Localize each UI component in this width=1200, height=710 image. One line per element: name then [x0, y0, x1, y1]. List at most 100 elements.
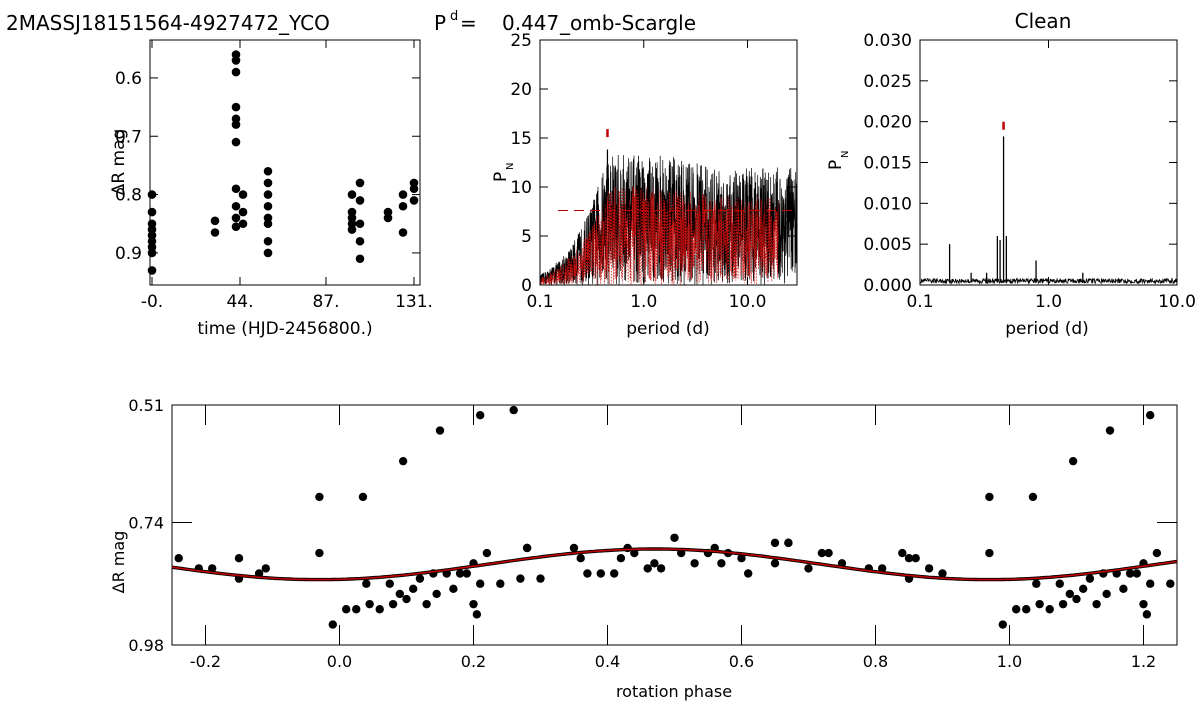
lightcurve-frame [149, 39, 421, 286]
phased-point [1032, 579, 1041, 588]
phased-point [1139, 599, 1148, 609]
phased-point [234, 553, 244, 563]
phased-point [1105, 426, 1115, 435]
lightcurve-point [355, 219, 365, 229]
periodogram-ytick-label: 10 [510, 178, 532, 198]
clean-xtick-label: 1.0 [1035, 292, 1062, 312]
phased-ytick-label: 0.51 [128, 396, 164, 415]
phased-point [1119, 584, 1128, 594]
phased-point [449, 584, 458, 594]
phased-point [375, 605, 384, 614]
phased-point [911, 553, 920, 563]
phased-point [616, 553, 626, 563]
lightcurve-point [238, 190, 248, 199]
phased-point [824, 548, 833, 558]
phased-point [435, 426, 445, 435]
phased-point [998, 620, 1007, 629]
lightcurve-xtick-label: 87. [312, 292, 339, 312]
periodogram-ytick-label: 0 [521, 276, 532, 296]
svg-text:N: N [840, 151, 851, 158]
phased-point [469, 599, 478, 609]
phased-xtick-label: 0.8 [863, 652, 888, 671]
svg-text:P: P [826, 160, 846, 170]
phased-point [804, 564, 813, 573]
phased-point [398, 456, 408, 466]
phased-point [415, 574, 425, 583]
phased-point [476, 579, 485, 588]
phased-point [690, 559, 699, 568]
phased-point [536, 574, 545, 583]
periodogram-ytick-label: 25 [510, 31, 532, 51]
phased-point [395, 589, 404, 599]
lightcurve-point [147, 266, 157, 275]
phased-point [1092, 599, 1101, 609]
phased-point [509, 405, 518, 415]
method-label: _omb-Scargle [559, 11, 696, 35]
phased-point [476, 411, 485, 420]
lightcurve-point [398, 190, 408, 199]
phased-point [472, 610, 482, 619]
lightcurve-ytick-label: 0.9 [115, 244, 142, 264]
lightcurve-point [347, 225, 357, 234]
clean-ytick-label: 0.030 [863, 31, 912, 51]
phased-point [409, 584, 418, 594]
phased-point [610, 569, 619, 578]
clean-frame [919, 39, 1178, 286]
phased-point [576, 553, 585, 563]
lightcurve-point [231, 67, 241, 77]
phased-point [315, 492, 324, 502]
lightcurve-point [147, 190, 157, 199]
lightcurve-ytick-label: 0.7 [115, 127, 142, 147]
phased-point [938, 569, 947, 578]
lightcurve-point [398, 201, 408, 211]
phased-point [670, 533, 679, 542]
lightcurve-point [231, 56, 241, 65]
lightcurve-point [398, 228, 408, 237]
clean-panel: 0.1 1.0 10.0 0.000 0.005 0.010 0.015 0.020 0.025… [826, 31, 1196, 339]
clean-ytick-label: 0.010 [863, 194, 912, 214]
phased-point [1055, 579, 1064, 588]
phased-point [516, 574, 525, 583]
phased-point [1045, 605, 1054, 614]
periodogram-noise-line [540, 186, 779, 285]
phased-point [1146, 579, 1155, 588]
phased-xtick-label: 1.2 [1131, 652, 1156, 671]
lightcurve-point [409, 196, 419, 205]
phased-point [770, 538, 780, 548]
phased-point [208, 564, 217, 573]
lightcurve-point [263, 248, 273, 258]
lightcurve-point [263, 190, 273, 199]
lightcurve-point [210, 216, 220, 226]
phased-xtick-label: 0.6 [729, 652, 754, 671]
lightcurve-point [231, 137, 241, 147]
phased-point [1022, 605, 1031, 614]
phased-point [1132, 569, 1142, 578]
phased-point [1166, 579, 1175, 588]
lightcurve-point [263, 236, 273, 246]
phased-point [583, 569, 592, 578]
phased-xtick-label: 1.0 [997, 652, 1022, 671]
phased-point [770, 559, 780, 568]
periodogram-panel: 0.1 1.0 10.0 0 5 10 15 20 25 period (d) P N [491, 31, 798, 339]
phased-point [402, 594, 411, 604]
phased-point [432, 589, 441, 599]
periodogram-xtick-label: 10.0 [729, 292, 767, 312]
phased-point [482, 548, 492, 558]
lightcurve-point [355, 236, 365, 246]
clean-ytick-label: 0.005 [863, 235, 912, 255]
phased-point [455, 569, 465, 578]
phased-point [1012, 605, 1021, 614]
clean-ylabel: P N [826, 151, 851, 170]
lightcurve-point [231, 213, 241, 223]
periodogram-xtick-label: 0.1 [526, 292, 553, 312]
phased-point [522, 543, 532, 553]
phased-point [643, 564, 652, 573]
period-superscript: d [450, 9, 458, 24]
lightcurve-point [347, 190, 357, 199]
periodogram-xtick-label: 1.0 [630, 292, 657, 312]
lightcurve-point [231, 102, 241, 112]
phased-point [315, 548, 324, 558]
clean-xlabel: period (d) [1005, 319, 1089, 339]
phased-xtick-label: 0.0 [327, 652, 352, 671]
